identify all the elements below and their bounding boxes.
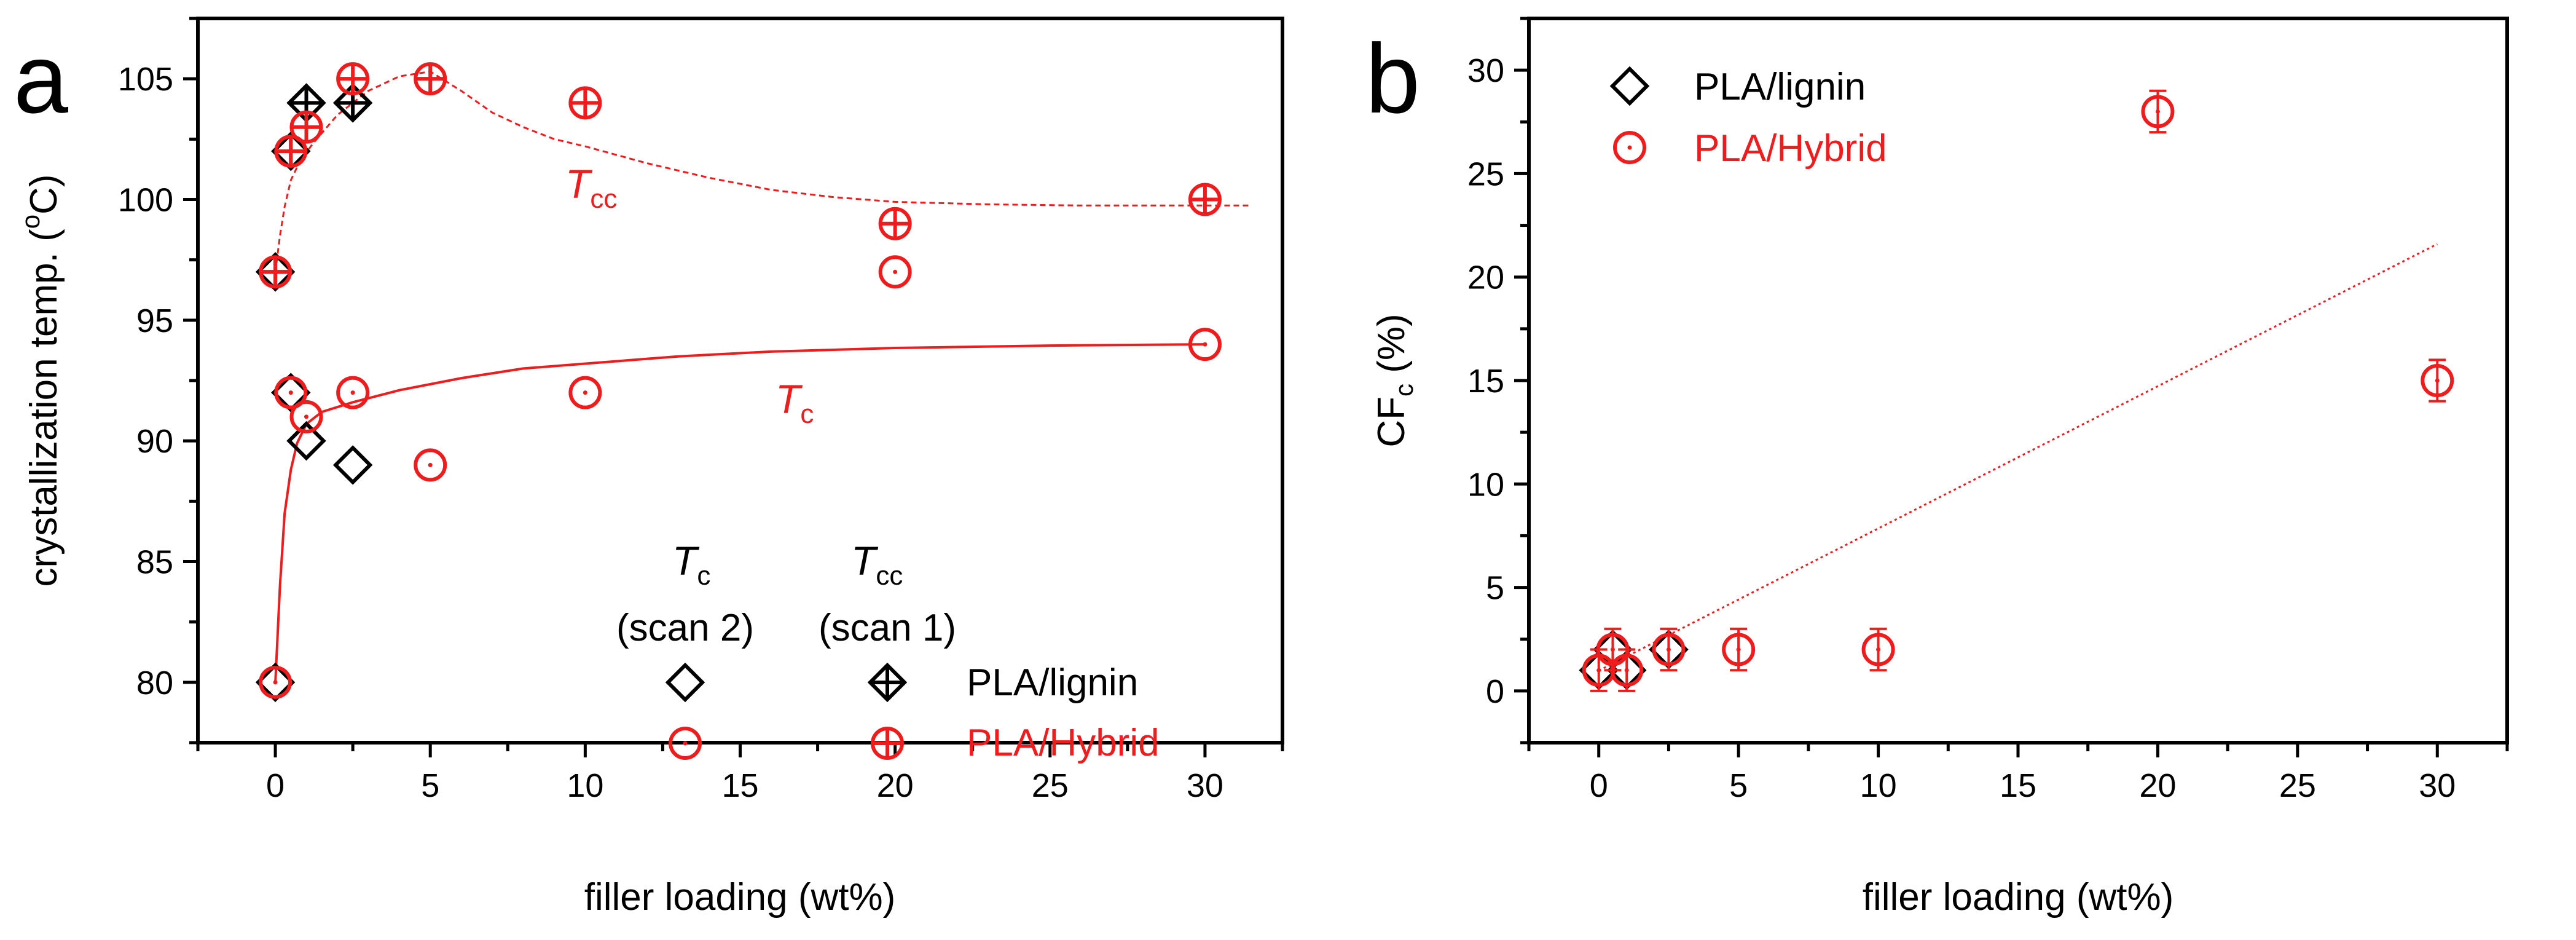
b-y-tick-label: 20: [1467, 259, 1504, 296]
a-point-s2-5: [568, 376, 602, 409]
b-point-s1-5: [1861, 633, 1895, 666]
a-point-s3-5: [568, 86, 602, 120]
legend-a-marker-0-1: [867, 662, 908, 703]
legend-a-marker-0-0: [665, 662, 705, 703]
panel-b-data-points: [1579, 89, 2454, 692]
a-x-tick-label: 30: [1187, 767, 1223, 804]
a-y-tick-label: 90: [136, 423, 173, 460]
a-point-s2-3: [336, 376, 370, 409]
b-point-s1-3: [1652, 633, 1686, 666]
annotation-tcc: Tcc: [565, 161, 617, 214]
b-point-s1-6: [2141, 95, 2175, 128]
panel-a-x-axis-label: filler loading (wt%): [584, 876, 896, 918]
a-y-tick-label: 95: [136, 302, 173, 339]
a-point-s2-4: [414, 448, 447, 482]
annotation-tc: Tc: [776, 376, 814, 429]
panel-a-x-ticks: 0 5 10 15 20 25 30: [196, 743, 1284, 804]
legend-tc-header: Tc: [672, 538, 710, 591]
a-point-s3-3: [336, 62, 370, 96]
panel-b: b 0 5 10 15 20 25 30 0 5 10 15 20 25 30 filler loadi…: [1365, 17, 2509, 918]
panel-a-y-ticks: 80 85 90 95 100 105: [118, 17, 198, 744]
panel-a-legend-markers: [665, 662, 908, 760]
a-y-tick-label: 80: [136, 665, 173, 701]
panel-b-x-axis-label: filler loading (wt%): [1863, 876, 2174, 918]
legend-tcc-header: Tcc: [851, 538, 903, 591]
panel-b-fit-curves: [1598, 243, 2438, 672]
legend-a-marker-1-1: [871, 727, 904, 760]
a-point-s3-7: [1188, 183, 1222, 216]
b-y-tick-label: 5: [1486, 570, 1504, 607]
panel-a: a 0 5 10 15 20 25 30 80 85 90 95 100 105 filler loa…: [14, 17, 1284, 918]
panel-b-legend: PLA/lignin PLA/Hybrid: [1609, 66, 1887, 170]
b-y-tick-label: 15: [1467, 363, 1504, 400]
panel-b-label: b: [1365, 23, 1420, 133]
a-y-tick-label: 105: [118, 61, 173, 98]
b-x-tick-label: 0: [1590, 767, 1608, 804]
a-point-s3-1: [274, 134, 308, 168]
b-y-tick-label: 0: [1486, 673, 1504, 710]
legend-b-pla-lignin: PLA/lignin: [1694, 66, 1866, 108]
panel-b-plot-frame: [1527, 17, 2509, 744]
b-x-tick-label: 25: [2279, 767, 2316, 804]
panel-b-x-ticks: 0 5 10 15 20 25 30: [1527, 743, 2509, 804]
a-x-tick-label: 25: [1032, 767, 1069, 804]
legend-scan2: (scan 2): [616, 607, 754, 649]
b-y-tick-label: 10: [1467, 466, 1504, 503]
a-y-tick-label: 85: [136, 544, 173, 581]
panel-a-fit-curves: [274, 70, 1252, 682]
a-point-s0-1: [271, 373, 311, 413]
b-point-s1-7: [2421, 364, 2454, 397]
b-point-s1-4: [1722, 633, 1756, 666]
b-x-tick-label: 20: [2139, 767, 2176, 804]
legend-scan1: (scan 1): [819, 607, 956, 649]
a-point-s3-0: [259, 255, 293, 289]
legend-pla-lignin: PLA/lignin: [967, 662, 1138, 704]
legend-b-marker-1: [1613, 131, 1646, 164]
a-point-s0-0: [255, 662, 296, 703]
a-x-tick-label: 0: [266, 767, 285, 804]
a-x-tick-label: 10: [567, 767, 603, 804]
panel-b-y-ticks: 0 5 10 15 20 25 30: [1467, 17, 1529, 744]
panel-a-data-points: [255, 62, 1222, 703]
a-point-s0-2: [286, 421, 326, 461]
legend-a-marker-1-0: [669, 727, 702, 760]
a-x-tick-label: 5: [421, 767, 439, 804]
a-point-s2-1: [274, 376, 308, 409]
panel-b-legend-markers: [1609, 66, 1650, 164]
b-curve-0: [1598, 243, 2438, 672]
b-x-tick-label: 10: [1860, 767, 1897, 804]
b-x-tick-label: 30: [2419, 767, 2456, 804]
b-y-tick-label: 25: [1467, 156, 1504, 192]
a-point-s2-7: [1188, 328, 1222, 361]
a-point-s2-6: [878, 255, 912, 289]
panel-a-label: a: [14, 23, 68, 133]
b-y-tick-label: 30: [1467, 52, 1504, 89]
a-point-s3-4: [414, 62, 447, 96]
b-point-s1-2: [1610, 654, 1644, 687]
panel-a-y-axis-label: crystallization temp. (oC): [16, 174, 65, 587]
panel-b-y-axis-label: CFc (%): [1370, 314, 1418, 447]
a-point-s3-6: [878, 207, 912, 240]
a-curve-1: [274, 70, 1252, 272]
legend-b-marker-0: [1609, 66, 1650, 106]
panel-a-legend: Tc (scan 2) Tcc (scan 1) PLA/lignin PLA/…: [616, 538, 1160, 764]
a-x-tick-label: 20: [877, 767, 914, 804]
a-point-s2-2: [289, 400, 323, 433]
a-x-tick-label: 15: [721, 767, 758, 804]
b-x-tick-label: 15: [2000, 767, 2036, 804]
a-point-s3-2: [289, 110, 323, 144]
legend-pla-hybrid: PLA/Hybrid: [967, 722, 1160, 764]
b-x-tick-label: 5: [1729, 767, 1748, 804]
a-y-tick-label: 100: [118, 182, 173, 219]
a-point-s0-3: [332, 445, 373, 485]
a-point-s2-0: [259, 665, 293, 699]
legend-b-pla-hybrid: PLA/Hybrid: [1694, 127, 1887, 170]
a-curve-0: [274, 343, 1205, 682]
